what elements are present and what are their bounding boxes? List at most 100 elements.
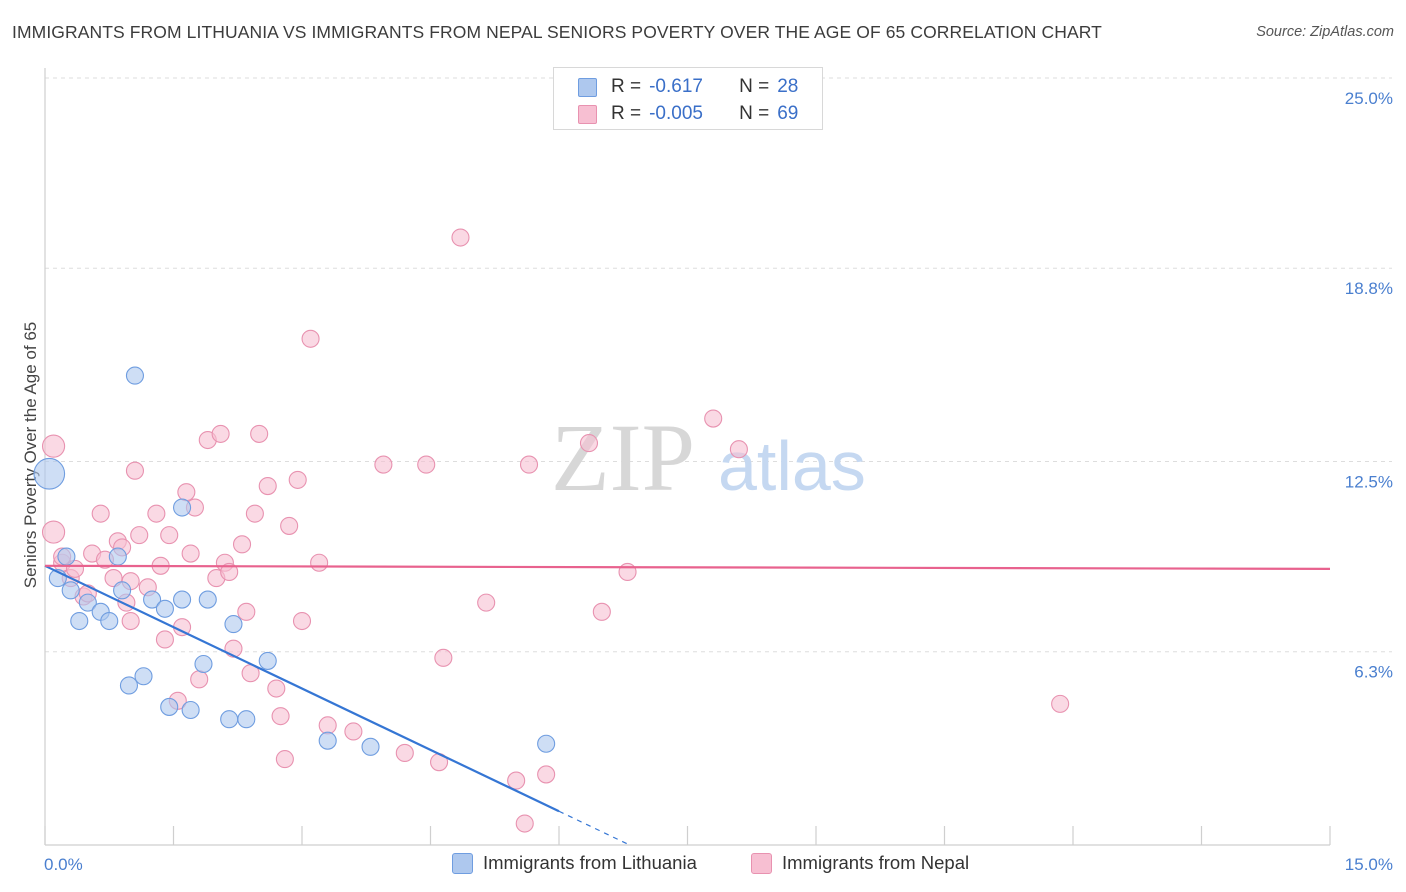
lithuania-point (134, 667, 153, 686)
legend-label-nepal: Immigrants from Nepal (782, 852, 970, 873)
nepal-trend-line (44, 564, 1331, 570)
lithuania-point (100, 611, 119, 631)
nepal-point (91, 504, 110, 523)
legend-row-nepal: R = -0.005 N = 69 (578, 103, 798, 125)
lithuania-point (181, 700, 200, 720)
lithuania-point (155, 599, 174, 618)
lithuania-trend-extension (558, 810, 628, 845)
nepal-point (147, 504, 166, 523)
nepal-point (220, 562, 239, 581)
legend-r-label: R = (611, 76, 642, 97)
data-points (33, 228, 1070, 833)
source-label: Source: ZipAtlas.com (1256, 24, 1394, 40)
tick-labels: 6.3% 12.5% 18.8% 25.0% 0.0% 15.0% (44, 89, 1393, 874)
lithuania-point (33, 457, 66, 490)
lithuania-point (108, 547, 127, 566)
watermark-zip: ZIP (551, 404, 695, 511)
nepal-point (729, 440, 748, 459)
nepal-point (451, 228, 470, 247)
nepal-point (592, 602, 611, 621)
watermark-atlas: atlas (718, 427, 866, 505)
lithuania-point (361, 737, 380, 756)
nepal-point (177, 483, 196, 502)
nepal-point (258, 476, 277, 496)
nepal-point (477, 593, 496, 612)
legend-r-value: -0.617 (649, 76, 703, 97)
nepal-point (288, 470, 307, 489)
nepal-point (181, 544, 200, 563)
legend-n-label: N = (739, 103, 770, 124)
nepal-point (211, 424, 230, 443)
lithuania-point (537, 734, 556, 753)
nepal-point (130, 526, 149, 545)
nepal-point (515, 814, 534, 833)
nepal-point (434, 648, 453, 667)
nepal-point (318, 716, 337, 735)
correlation-legend: R = -0.617 N = 28 R = -0.005 N = 69 (553, 67, 823, 130)
nepal-point (190, 670, 209, 689)
lithuania-point (194, 654, 213, 674)
lithuania-point (61, 581, 80, 600)
legend-n-value: 69 (777, 103, 799, 124)
nepal-point (507, 771, 526, 790)
x-tick-label: 0.0% (44, 855, 83, 874)
nepal-point (519, 455, 539, 474)
nepal-point (417, 455, 436, 474)
nepal-point (374, 455, 393, 474)
legend-swatch-lithuania (578, 77, 597, 97)
lithuania-trend-line (44, 564, 560, 813)
nepal-point (395, 743, 414, 763)
lithuania-point (198, 590, 217, 609)
nepal-point (537, 765, 556, 784)
nepal-point (292, 611, 312, 631)
lithuania-point (160, 697, 179, 716)
nepal-point (344, 722, 363, 741)
nepal-point (275, 750, 294, 769)
legend-swatch-nepal (578, 104, 597, 124)
chart-title: IMMIGRANTS FROM LITHUANIA VS IMMIGRANTS … (12, 22, 1102, 42)
lithuania-point (70, 611, 89, 631)
nepal-point (301, 329, 320, 348)
nepal-point (155, 630, 174, 649)
lithuania-point (57, 547, 76, 566)
nepal-point (237, 602, 256, 621)
nepal-point (41, 520, 66, 544)
y-tick-label: 25.0% (1345, 89, 1393, 108)
x-tick-label: 15.0% (1345, 855, 1393, 874)
lithuania-point (125, 366, 144, 385)
lithuania-point (224, 615, 243, 634)
lithuania-point (143, 590, 162, 609)
nepal-point (104, 569, 123, 588)
legend-r-value: -0.005 (649, 103, 703, 124)
nepal-point (125, 461, 144, 480)
nepal-point (160, 526, 179, 545)
lithuania-point (119, 676, 139, 695)
y-tick-label: 6.3% (1354, 663, 1393, 682)
nepal-point (232, 535, 252, 554)
nepal-point (41, 434, 66, 458)
nepal-point (280, 516, 299, 535)
nepal-point (618, 562, 637, 581)
nepal-point (65, 559, 85, 578)
legend-row-lithuania: R = -0.617 N = 28 (578, 76, 798, 98)
lithuania-point (113, 581, 132, 600)
nepal-point (310, 553, 329, 572)
legend-swatch-lithuania (452, 852, 473, 874)
legend-n-label: N = (739, 76, 770, 97)
trend-lines (44, 564, 1331, 845)
legend-swatch-nepal (751, 852, 772, 874)
legend-label-lithuania: Immigrants from Lithuania (483, 852, 697, 873)
legend-item-nepal: Immigrants from Nepal (751, 852, 969, 874)
watermark: ZIP atlas (551, 404, 866, 511)
nepal-point (271, 707, 290, 726)
legend-n-value: 28 (777, 76, 799, 97)
nepal-point (704, 409, 723, 428)
lithuania-point (237, 710, 256, 729)
nepal-point (121, 611, 140, 631)
lithuania-point (220, 710, 239, 729)
series-legend: Immigrants from Lithuania Immigrants fro… (0, 852, 1406, 876)
lithuania-point (78, 593, 97, 612)
lithuania-point (173, 498, 192, 517)
nepal-point (579, 434, 599, 453)
